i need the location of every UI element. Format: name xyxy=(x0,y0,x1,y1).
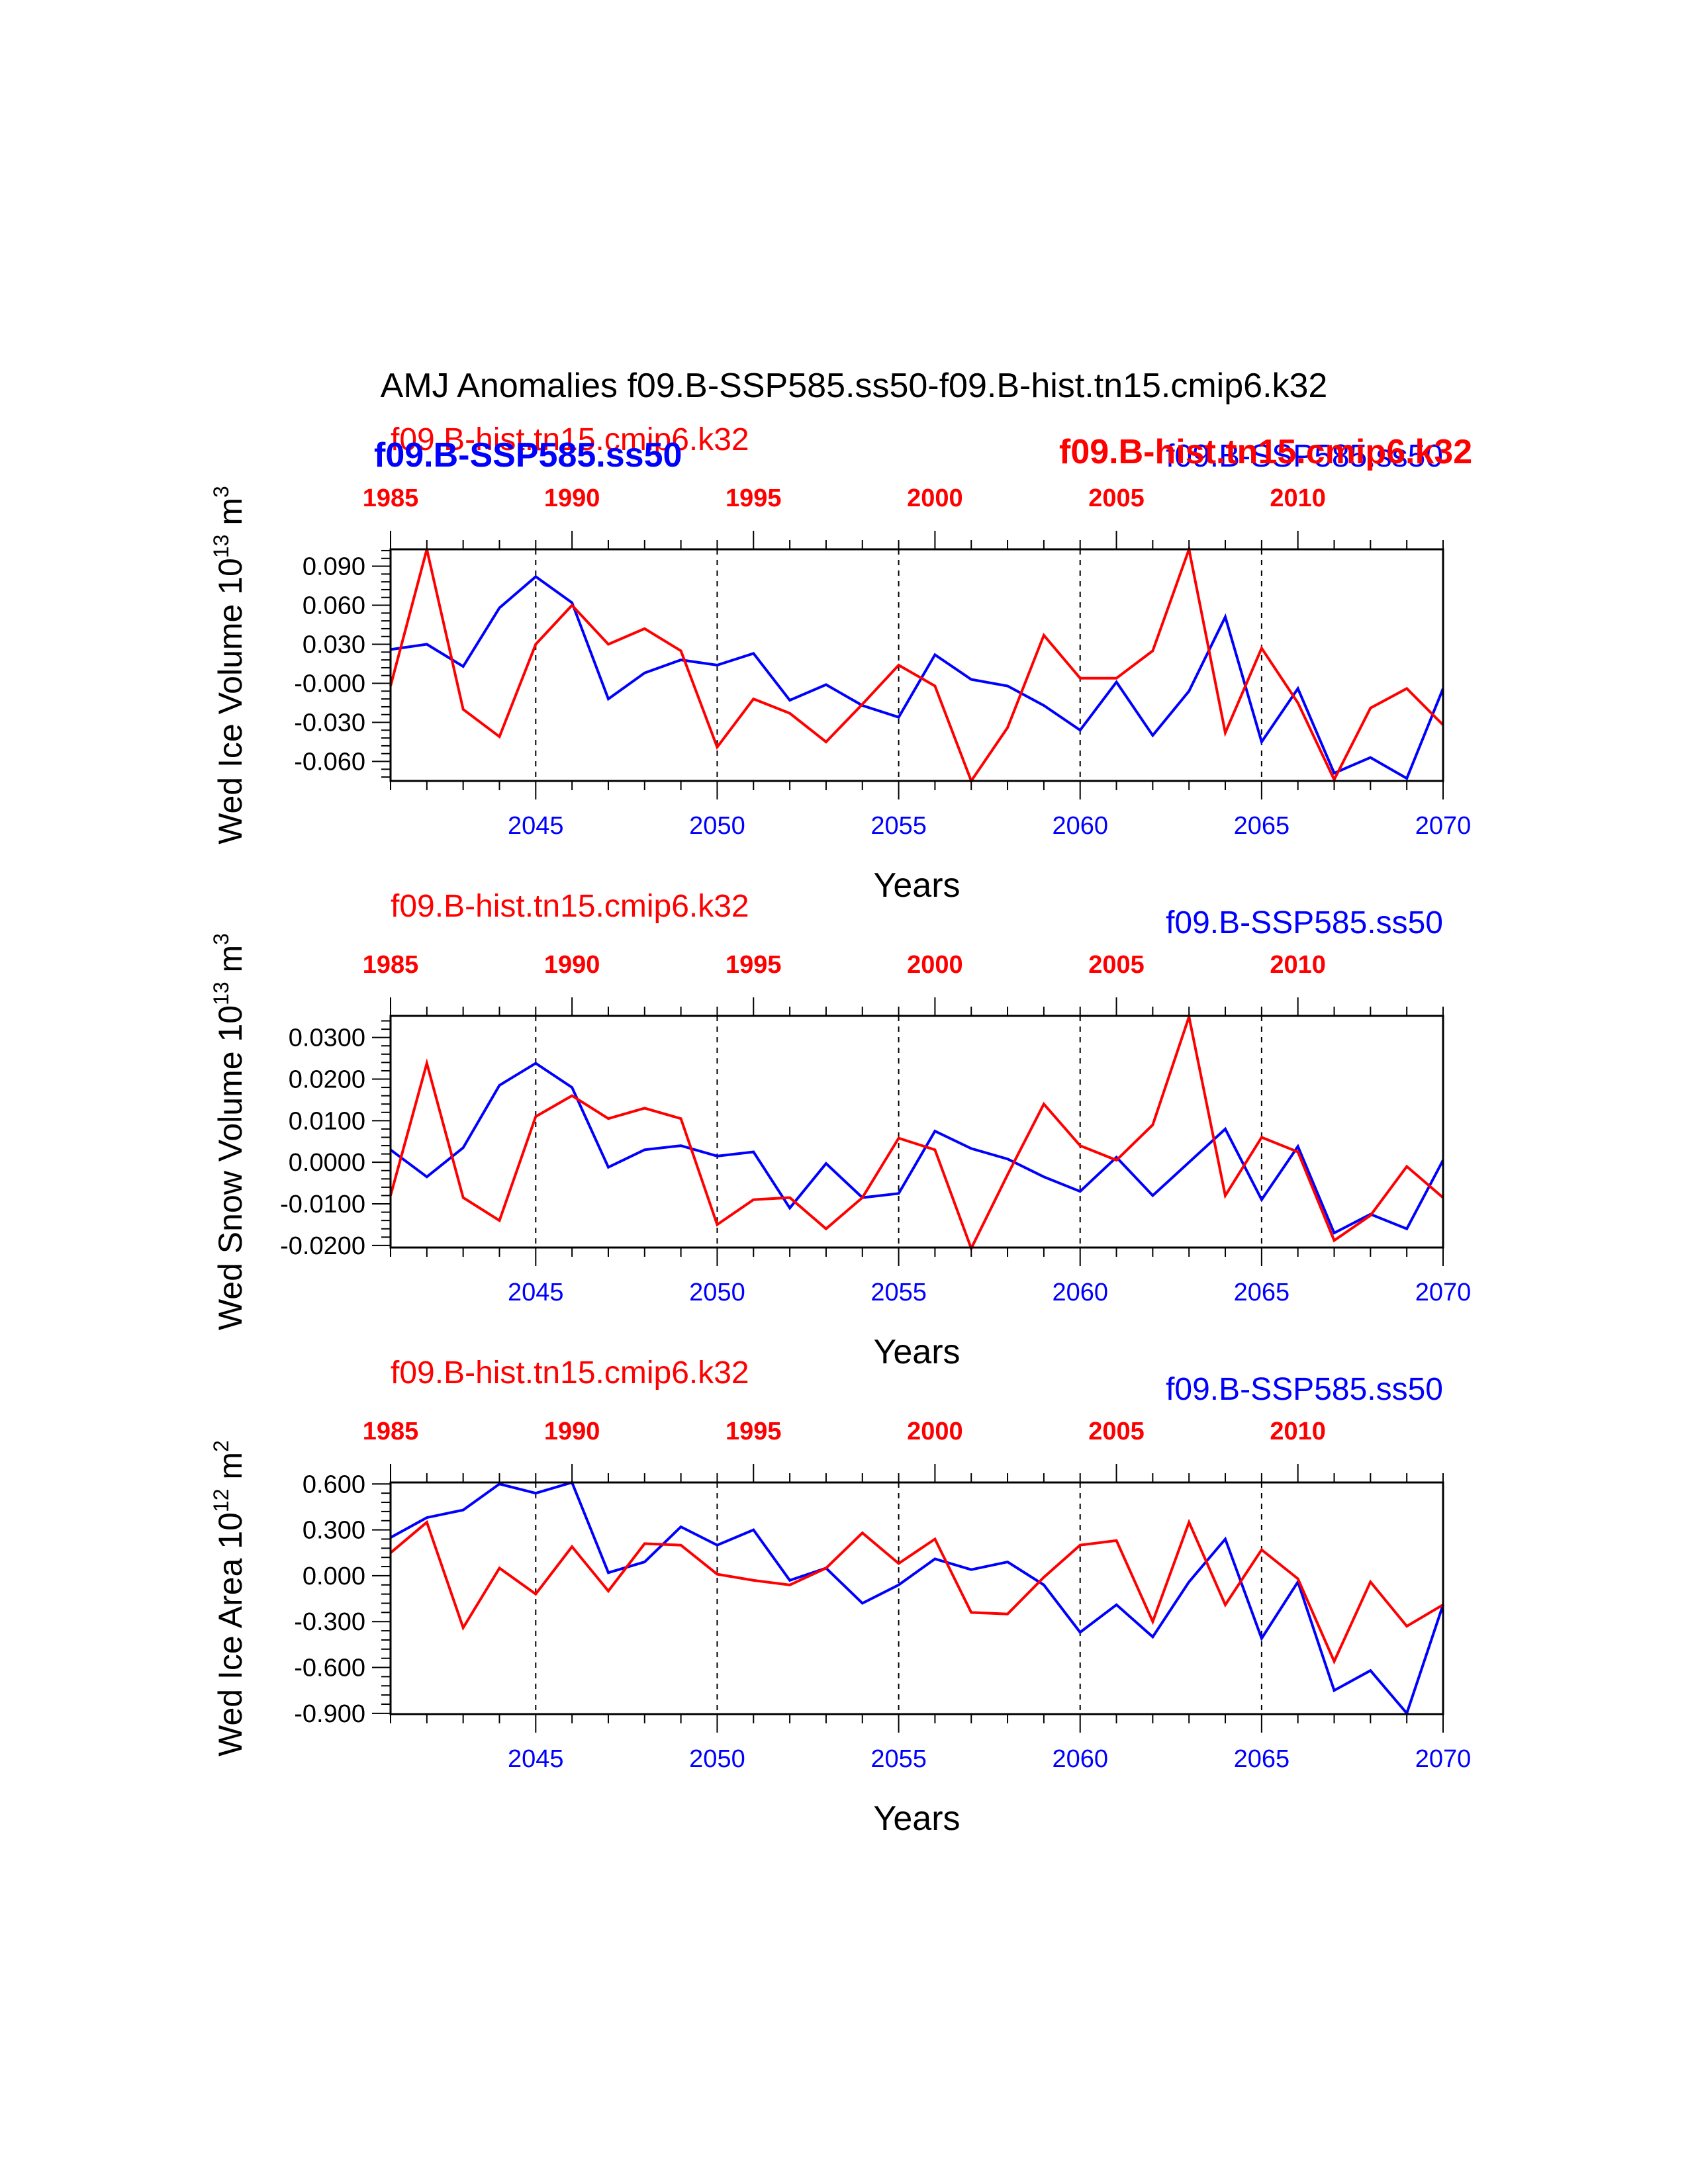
chart-panel-1: 0.090 0.060 0.030 -0.000 -0.030 -0.060 2045 205… xyxy=(209,422,1472,905)
y-axis-title-unit: m xyxy=(212,945,249,982)
x-bottom-tick-label: 2065 xyxy=(1234,812,1290,840)
y-tick-label: 0.0000 xyxy=(289,1149,365,1177)
x-top-tick-label: 1990 xyxy=(544,484,600,512)
x-bottom-tick-label: 2045 xyxy=(508,1745,564,1773)
plot-frame xyxy=(389,1481,1444,1715)
series-line-ssp585 xyxy=(389,1062,1444,1235)
x-bottom-tick-label: 2055 xyxy=(870,1745,927,1773)
x-bottom-tick-label: 2060 xyxy=(1052,812,1108,840)
y-tick-label: -0.900 xyxy=(294,1700,365,1728)
y-tick-label: 0.0200 xyxy=(289,1066,365,1094)
x-top-tick-label: 1985 xyxy=(363,951,419,979)
series-line-hist xyxy=(389,1011,1444,1252)
x-bottom-tick-label: 2055 xyxy=(870,1279,927,1306)
x-top-tick-label: 1995 xyxy=(726,484,782,512)
y-axis-title-text: Wed Ice Volume 10 xyxy=(212,558,249,844)
x-bottom-tick-label: 2065 xyxy=(1234,1745,1290,1773)
x-top-tick-label: 2000 xyxy=(907,1418,963,1445)
x-bottom-tick-label: 2050 xyxy=(689,1745,745,1773)
y-tick-label: 0.600 xyxy=(303,1471,365,1498)
y-tick-label: 0.060 xyxy=(303,592,365,620)
x-bottom-tick-label: 2070 xyxy=(1415,812,1472,840)
x-top-tick-label: 2005 xyxy=(1088,484,1145,512)
x-top-tick-label: 2010 xyxy=(1270,484,1326,512)
x-top-tick-label: 2010 xyxy=(1270,951,1326,979)
x-bottom-tick-label: 2060 xyxy=(1052,1279,1108,1306)
legend-ssp585-label: f09.B-SSP585.ss50 xyxy=(1166,905,1443,940)
y-tick-label: 0.030 xyxy=(303,631,365,659)
x-bottom-tick-label: 2070 xyxy=(1415,1745,1472,1773)
legend-ssp585-label: f09.B-SSP585.ss50 xyxy=(1166,439,1443,474)
y-axis-title-unit-exponent: 3 xyxy=(209,933,233,945)
series-line-hist xyxy=(389,1518,1444,1665)
x-top-tick-label: 2000 xyxy=(907,951,963,979)
overlap-ssp585-label: f09.B-SSP585.ss50 xyxy=(374,436,682,475)
chart-panel-2: 0.0300 0.0200 0.0100 0.0000 -0.0100 -0.0200 20… xyxy=(209,889,1471,1371)
y-tick-label: -0.030 xyxy=(294,709,365,737)
x-top-tick-label: 1985 xyxy=(363,1418,419,1445)
y-tick-label: -0.600 xyxy=(294,1655,365,1682)
y-axis-title-exponent: 13 xyxy=(209,535,233,559)
y-tick-label: 0.090 xyxy=(303,553,365,581)
legend-hist-label: f09.B-hist.tn15.cmip6.k32 xyxy=(391,422,749,457)
x-bottom-tick-label: 2065 xyxy=(1234,1279,1290,1306)
overlap-hist-label: f09.B-hist.tn15.cmip6.k32 xyxy=(1059,433,1472,471)
x-bottom-tick-label: 2045 xyxy=(508,812,564,840)
series-line-ssp585 xyxy=(390,1480,1444,1716)
series-line-ssp585 xyxy=(390,574,1444,780)
y-tick-label: -0.000 xyxy=(294,670,365,698)
y-axis-title-exponent: 13 xyxy=(209,981,233,1005)
plot-frame xyxy=(389,1015,1444,1249)
x-top-tick-label: 2005 xyxy=(1088,951,1145,979)
x-top-tick-label: 1985 xyxy=(363,484,419,512)
legend-hist-label: f09.B-hist.tn15.cmip6.k32 xyxy=(391,1355,749,1390)
x-bottom-tick-label: 2070 xyxy=(1415,1279,1472,1306)
y-axis-title: Wed Ice Area 1012 m2 xyxy=(209,1440,249,1756)
chart-panel-3: 0.600 0.300 0.000 -0.300 -0.600 -0.900 2045 205… xyxy=(209,1355,1471,1838)
plot-frame xyxy=(389,548,1444,782)
x-bottom-tick-label: 2055 xyxy=(870,812,927,840)
y-tick-label: -0.0100 xyxy=(280,1191,365,1218)
figure-title: AMJ Anomalies f09.B-SSP585.ss50-f09.B-hi… xyxy=(381,367,1328,405)
x-top-tick-label: 1990 xyxy=(544,951,600,979)
y-tick-label: 0.0100 xyxy=(289,1107,365,1135)
y-tick-label: -0.0200 xyxy=(280,1232,365,1260)
y-axis-title-text: Wed Ice Area 10 xyxy=(212,1512,249,1756)
x-axis-title: Years xyxy=(873,1333,960,1371)
y-tick-label: -0.300 xyxy=(294,1608,365,1636)
y-axis-title: Wed Snow Volume 1013 m3 xyxy=(209,933,249,1330)
x-bottom-tick-label: 2050 xyxy=(689,812,745,840)
x-top-tick-label: 1990 xyxy=(544,1418,600,1445)
y-tick-label: 0.0300 xyxy=(289,1024,365,1052)
y-axis-title-unit: m xyxy=(212,498,249,535)
x-top-tick-label: 1995 xyxy=(726,951,782,979)
x-top-tick-label: 1995 xyxy=(726,1418,782,1445)
y-axis-title-unit-exponent: 3 xyxy=(209,486,233,498)
x-top-tick-label: 2000 xyxy=(907,484,963,512)
legend-hist-label: f09.B-hist.tn15.cmip6.k32 xyxy=(391,889,749,924)
x-top-tick-label: 2010 xyxy=(1270,1418,1326,1445)
y-axis-title-unit-exponent: 2 xyxy=(209,1440,233,1452)
x-axis-title: Years xyxy=(873,1799,960,1838)
x-bottom-tick-label: 2045 xyxy=(508,1279,564,1306)
y-axis-title-unit: m xyxy=(212,1452,249,1489)
legend-ssp585-label: f09.B-SSP585.ss50 xyxy=(1166,1372,1443,1407)
y-axis-title-text: Wed Snow Volume 10 xyxy=(212,1005,249,1330)
y-axis-title-exponent: 12 xyxy=(209,1489,233,1513)
x-bottom-tick-label: 2060 xyxy=(1052,1745,1108,1773)
y-tick-label: 0.300 xyxy=(303,1517,365,1545)
y-tick-label: -0.060 xyxy=(294,749,365,776)
x-top-tick-label: 2005 xyxy=(1088,1418,1145,1445)
x-bottom-tick-label: 2050 xyxy=(689,1279,745,1306)
x-axis-title: Years xyxy=(873,866,960,905)
y-axis-title: Wed Ice Volume 1013 m3 xyxy=(209,486,249,844)
y-tick-label: 0.000 xyxy=(303,1563,365,1590)
series-line-hist xyxy=(389,544,1444,784)
